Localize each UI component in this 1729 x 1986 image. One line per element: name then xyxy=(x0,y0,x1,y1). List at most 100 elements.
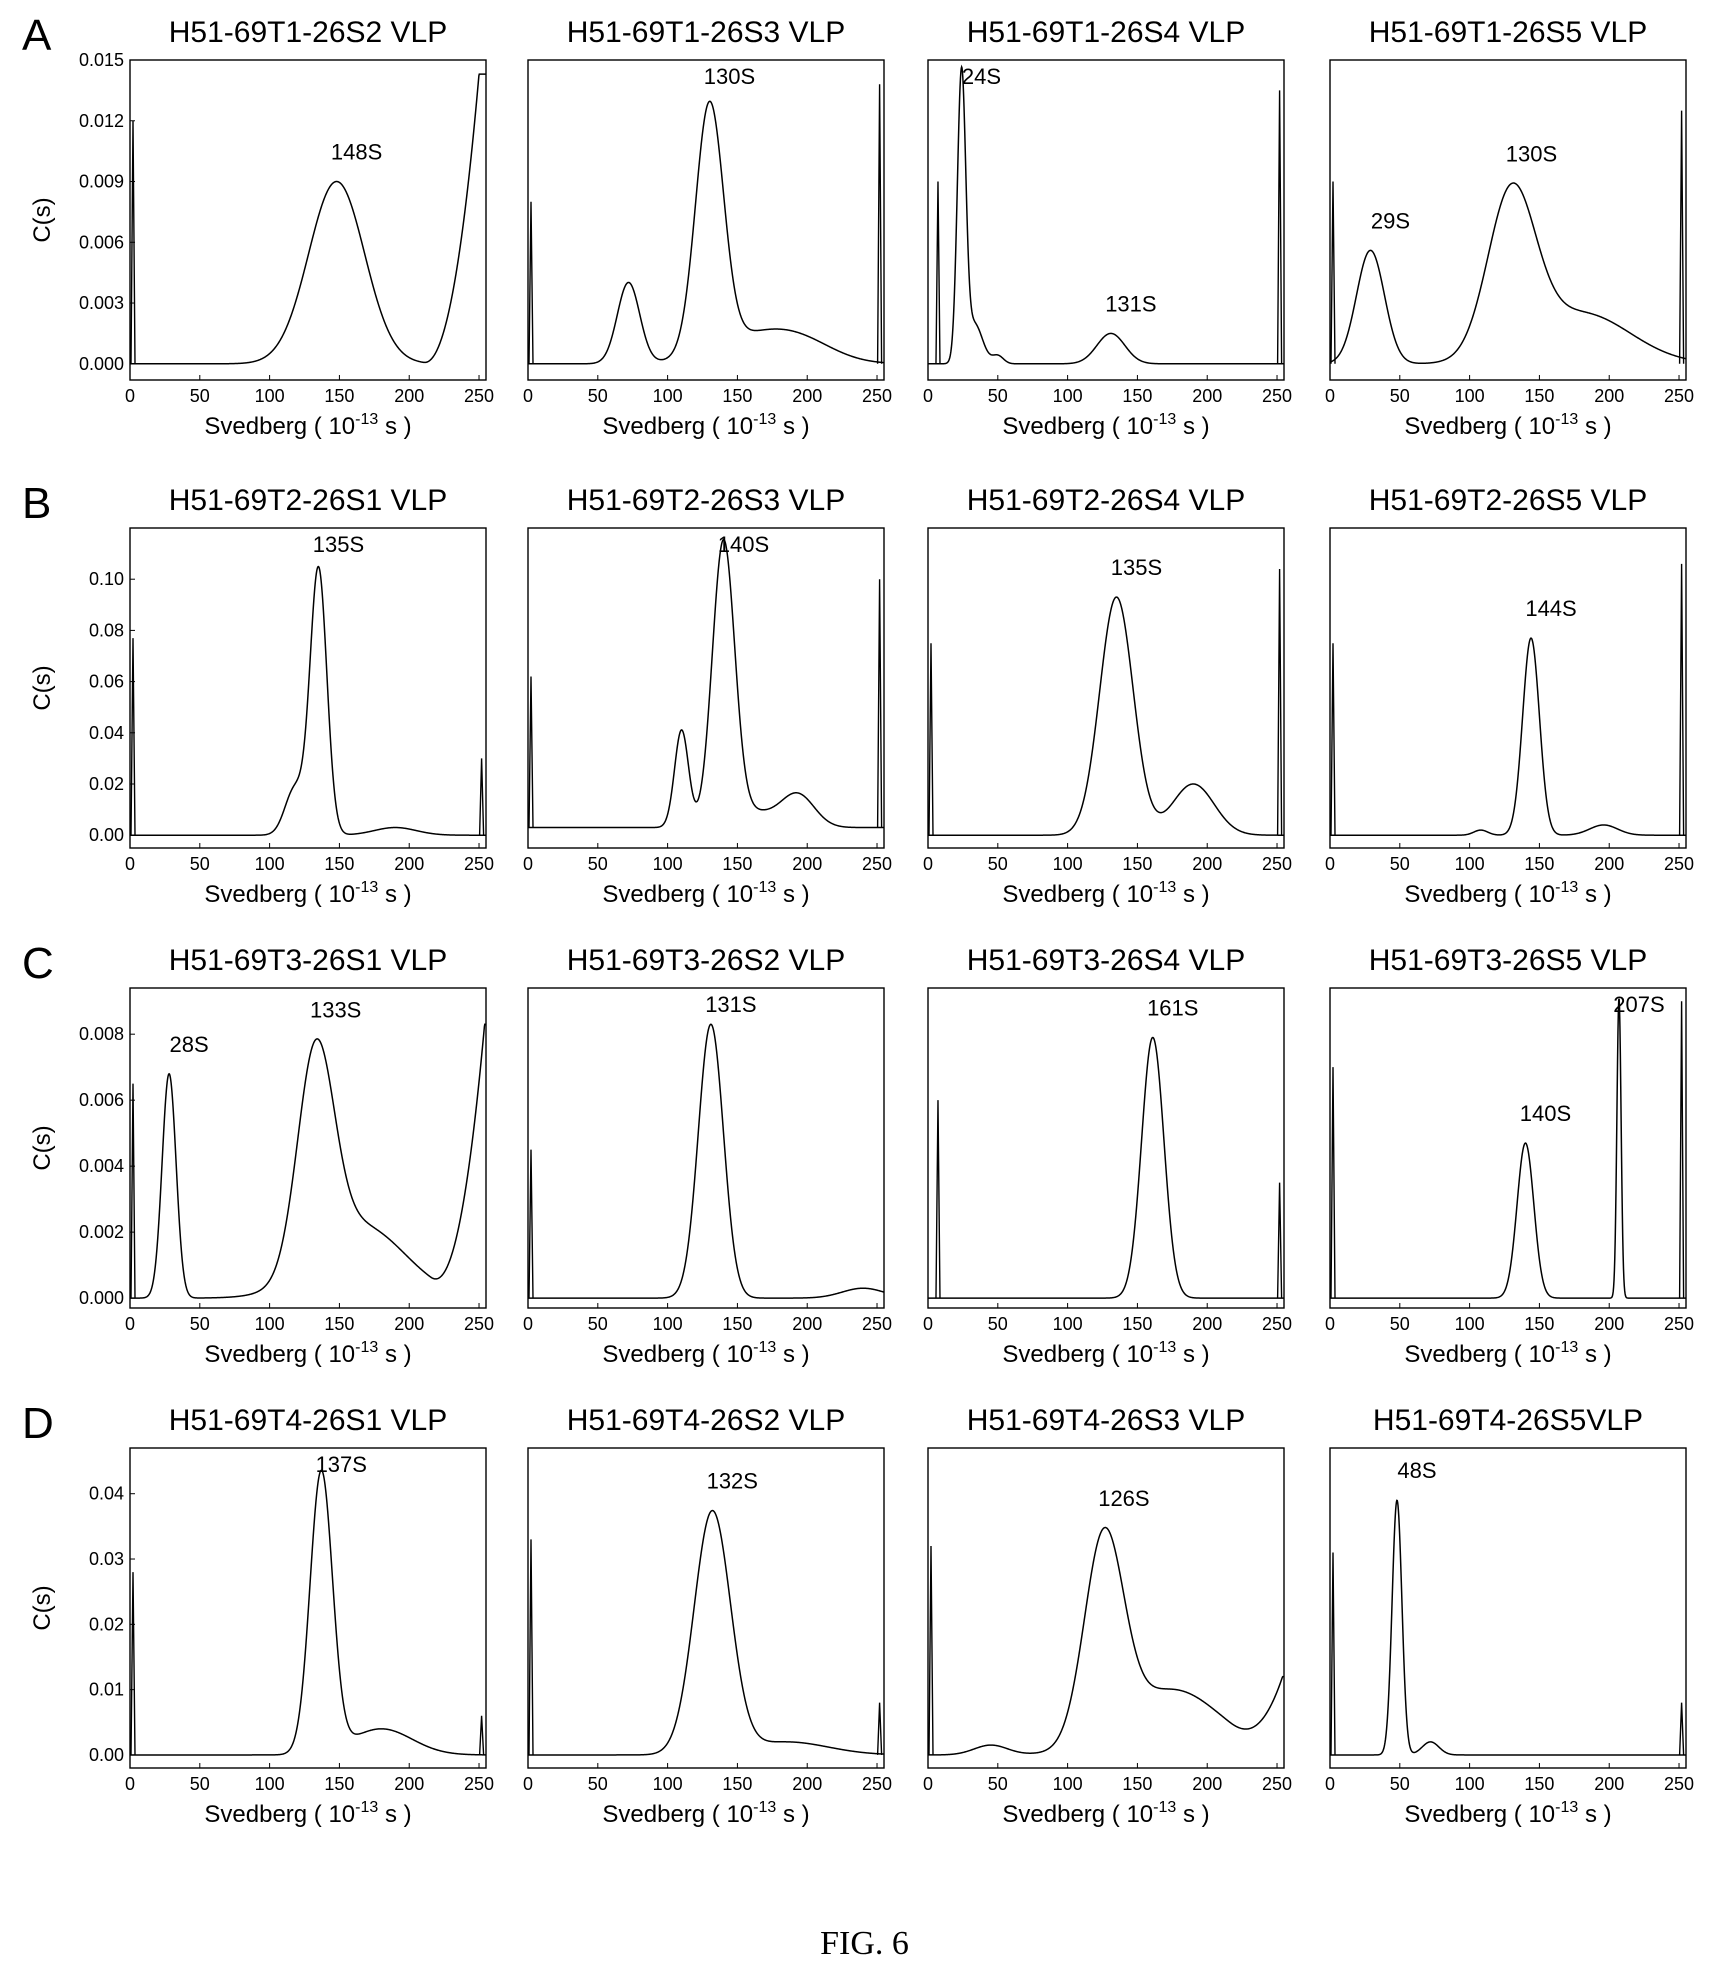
x-tick-label: 250 xyxy=(1262,1774,1292,1794)
x-tick-label: 250 xyxy=(464,386,494,406)
peak-label: 140S xyxy=(1520,1101,1571,1126)
series-line xyxy=(1330,998,1686,1299)
x-tick-label: 100 xyxy=(1053,1774,1083,1794)
series-line xyxy=(528,100,885,365)
x-tick-label: 250 xyxy=(1664,386,1694,406)
peak-label: 137S xyxy=(316,1452,367,1477)
y-tick-label: 0.015 xyxy=(79,50,124,70)
x-tick-label: 150 xyxy=(1524,386,1554,406)
edge-spike xyxy=(935,1100,941,1299)
x-tick-label: 50 xyxy=(588,386,608,406)
chart-title: H51-69T1-26S3 VLP xyxy=(567,16,846,49)
chart-title: H51-69T4-26S1 VLP xyxy=(169,1404,448,1437)
chart-panel-1: H51-69T1-26S2 VLP 0 50 100 150 200 250 Svedberg… xyxy=(22,11,494,440)
x-tick-label: 250 xyxy=(464,854,494,874)
y-tick-label: 0.06 xyxy=(89,672,124,692)
x-tick-label: 50 xyxy=(1390,1774,1410,1794)
x-tick-label: 200 xyxy=(1192,854,1222,874)
x-axis-label: Svedberg ( 10-13 s ) xyxy=(1404,1339,1611,1368)
plot-frame xyxy=(527,1447,885,1769)
peak-label: 161S xyxy=(1147,995,1198,1020)
x-tick-label: 0 xyxy=(523,386,533,406)
x-tick-label: 200 xyxy=(394,854,424,874)
x-tick-label: 250 xyxy=(1664,1314,1694,1334)
edge-spike xyxy=(130,1572,136,1755)
peak-label: 48S xyxy=(1397,1458,1436,1483)
y-tick-label: 0.000 xyxy=(79,1288,124,1308)
chart-title: H51-69T3-26S4 VLP xyxy=(967,944,1246,977)
x-tick-label: 100 xyxy=(1053,854,1083,874)
plot-frame xyxy=(1329,987,1687,1309)
series-line xyxy=(528,1509,885,1756)
x-tick-label: 250 xyxy=(464,1314,494,1334)
chart-panel-2: H51-69T1-26S3 VLP 0 50 100 150 200 250 Svedberg… xyxy=(523,16,892,440)
row-label: D xyxy=(22,1399,54,1448)
y-tick-label: 0.006 xyxy=(79,232,124,252)
chart-title: H51-69T2-26S5 VLP xyxy=(1369,484,1648,517)
x-tick-label: 150 xyxy=(324,1774,354,1794)
edge-spike xyxy=(130,638,136,836)
edge-spike xyxy=(528,1149,534,1299)
chart-panel-15: H51-69T4-26S3 VLP 0 50 100 150 200 250 Svedberg… xyxy=(923,1404,1292,1828)
x-axis-label: Svedberg ( 10-13 s ) xyxy=(1002,1339,1209,1368)
x-tick-label: 100 xyxy=(1455,1314,1485,1334)
peak-label: 126S xyxy=(1098,1486,1149,1511)
x-tick-label: 0 xyxy=(923,1774,933,1794)
edge-spike xyxy=(1678,1001,1685,1299)
y-tick-label: 0.04 xyxy=(89,1484,124,1504)
chart-title: H51-69T3-26S1 VLP xyxy=(169,944,448,977)
x-axis-label: Svedberg ( 10-13 s ) xyxy=(1404,411,1611,440)
chart-panel-11: H51-69T3-26S4 VLP 0 50 100 150 200 250 Svedberg… xyxy=(923,944,1292,1368)
x-tick-label: 200 xyxy=(1192,1774,1222,1794)
x-tick-label: 50 xyxy=(190,854,210,874)
x-tick-label: 0 xyxy=(1325,1774,1335,1794)
edge-spike xyxy=(130,1083,136,1299)
y-tick-label: 0.008 xyxy=(79,1024,124,1044)
x-tick-label: 150 xyxy=(1122,386,1152,406)
series-line xyxy=(928,64,1284,365)
row-label: A xyxy=(22,11,52,60)
x-tick-label: 150 xyxy=(1122,854,1152,874)
x-tick-label: 200 xyxy=(1192,386,1222,406)
figure-caption: FIG. 6 xyxy=(820,1925,909,1962)
x-axis-label: Svedberg ( 10-13 s ) xyxy=(1002,879,1209,908)
chart-panel-3: H51-69T1-26S4 VLP 0 50 100 150 200 250 Svedberg… xyxy=(923,16,1292,440)
x-axis-label: Svedberg ( 10-13 s ) xyxy=(204,879,411,908)
edge-spike xyxy=(1276,568,1283,836)
edge-spike xyxy=(1330,181,1336,364)
series-line xyxy=(1330,1499,1686,1756)
chart-panel-14: H51-69T4-26S2 VLP 0 50 100 150 200 250 Svedberg… xyxy=(523,1404,892,1828)
chart-panel-8: H51-69T2-26S5 VLP 0 50 100 150 200 250 Svedberg… xyxy=(1325,484,1694,908)
plot-frame xyxy=(927,527,1285,849)
plot-frame xyxy=(927,59,1285,381)
y-tick-label: 0.003 xyxy=(79,293,124,313)
x-tick-label: 200 xyxy=(1594,1774,1624,1794)
plot-frame xyxy=(527,987,885,1309)
x-tick-label: 250 xyxy=(862,1314,892,1334)
chart-panel-13: H51-69T4-26S1 VLP 0 50 100 150 200 250 Svedberg… xyxy=(22,1399,494,1828)
x-axis-label: Svedberg ( 10-13 s ) xyxy=(602,1339,809,1368)
x-tick-label: 100 xyxy=(1455,386,1485,406)
x-tick-label: 150 xyxy=(324,1314,354,1334)
x-tick-label: 150 xyxy=(1524,1314,1554,1334)
x-tick-label: 0 xyxy=(523,1774,533,1794)
x-tick-label: 100 xyxy=(653,1774,683,1794)
x-tick-label: 250 xyxy=(1664,1774,1694,1794)
peak-label: 135S xyxy=(1111,555,1162,580)
y-tick-label: 0.02 xyxy=(89,1614,124,1634)
y-axis-label: C(s) xyxy=(29,1125,56,1170)
edge-spike xyxy=(528,676,534,828)
x-tick-label: 100 xyxy=(1455,854,1485,874)
x-tick-label: 0 xyxy=(125,1774,135,1794)
x-tick-label: 200 xyxy=(394,386,424,406)
series-line xyxy=(1329,182,1687,365)
edge-spike xyxy=(478,1715,485,1755)
x-axis-label: Svedberg ( 10-13 s ) xyxy=(1002,411,1209,440)
x-axis-label: Svedberg ( 10-13 s ) xyxy=(602,411,809,440)
edge-spike xyxy=(1276,1182,1283,1299)
y-tick-label: 0.10 xyxy=(89,569,124,589)
peak-label: 24S xyxy=(962,64,1001,89)
edge-spike xyxy=(935,181,941,364)
x-tick-label: 200 xyxy=(792,386,822,406)
x-tick-label: 50 xyxy=(1390,1314,1410,1334)
